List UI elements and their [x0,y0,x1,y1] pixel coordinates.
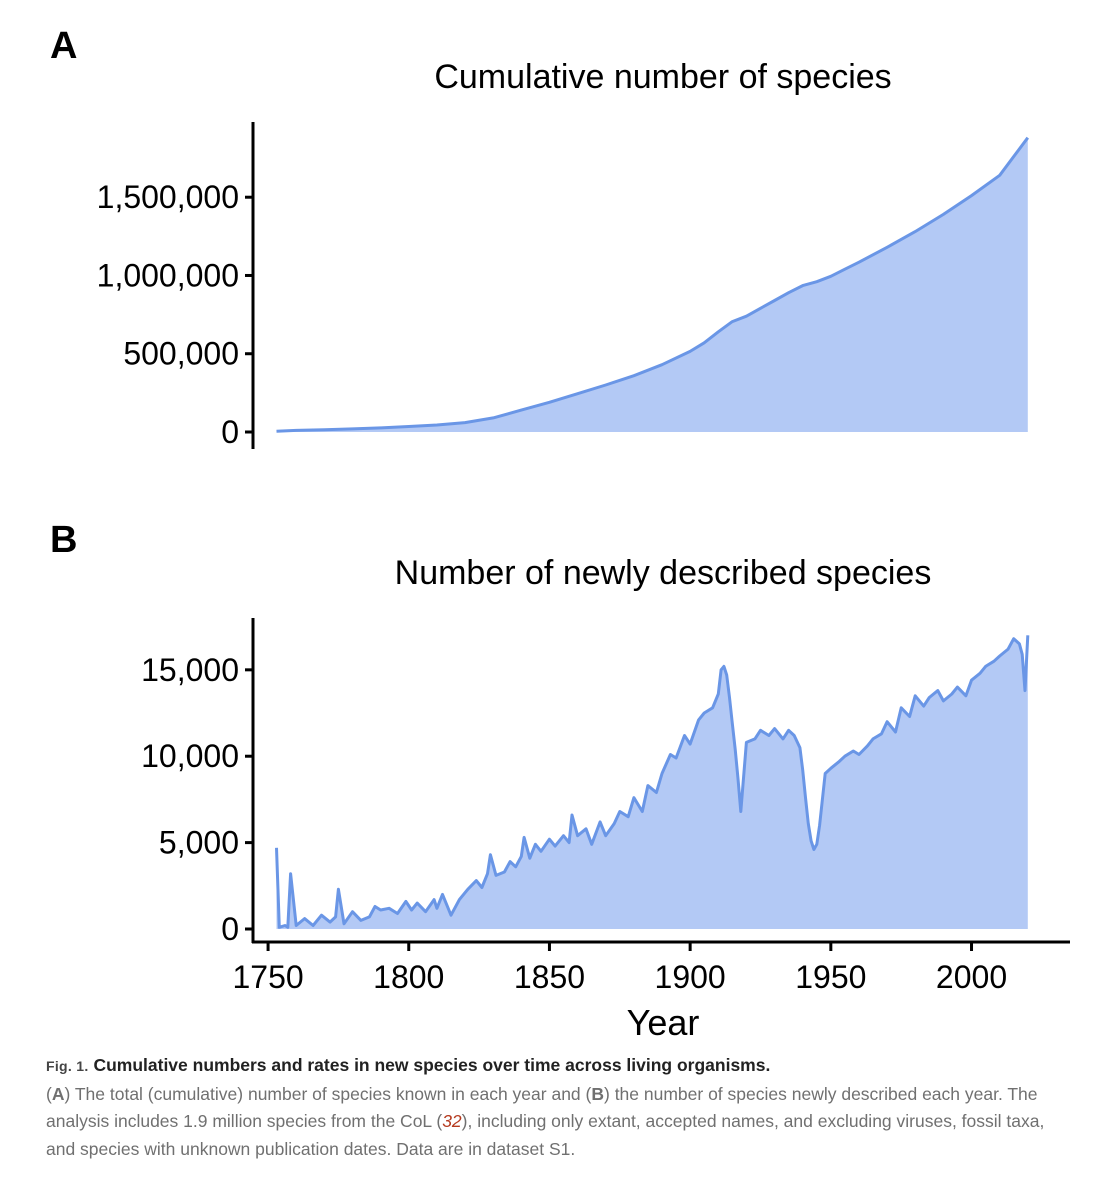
figure-canvas: A B Cumulative number of species 0 500,00… [0,0,1096,1045]
x-tick-label: 1900 [655,959,726,995]
y-tick-label: 500,000 [123,336,239,372]
y-tick-label: 0 [221,414,239,450]
y-tick-label: 5,000 [159,825,239,861]
series-area-fill [277,635,1028,929]
caption-a-letter: A [52,1084,65,1104]
y-tick-label: 1,500,000 [97,179,239,215]
chart-newly-described-species: Number of newly described species Year 0… [141,554,1070,1043]
chart-b-title: Number of newly described species [395,554,932,592]
panel-a-letter: A [50,25,77,67]
x-tick-label: 2000 [936,959,1007,995]
caption-b-letter: B [591,1084,604,1104]
y-tick-label: 10,000 [141,738,239,774]
x-axis-label: Year [627,1002,700,1043]
x-tick-label: 1850 [514,959,585,995]
caption-reference-link[interactable]: 32 [442,1111,461,1131]
x-tick-label: 1950 [795,959,866,995]
panel-b-letter: B [50,519,77,561]
chart-a-title: Cumulative number of species [434,58,891,96]
caption-title: Cumulative numbers and rates in new spec… [93,1055,770,1075]
figure-caption: Fig. 1. Cumulative numbers and rates in … [46,1052,1058,1163]
series-area-fill [277,138,1028,432]
y-tick-label: 15,000 [141,652,239,688]
caption-label: Fig. 1. [46,1058,89,1074]
chart-cumulative-species: Cumulative number of species 0 500,000 1,0… [97,58,1028,450]
x-tick-label: 1750 [232,959,303,995]
y-tick-label: 0 [221,911,239,947]
x-tick-label: 1800 [373,959,444,995]
y-tick-label: 1,000,000 [97,257,239,293]
caption-text-2: ) The total (cumulative) number of speci… [64,1084,591,1104]
